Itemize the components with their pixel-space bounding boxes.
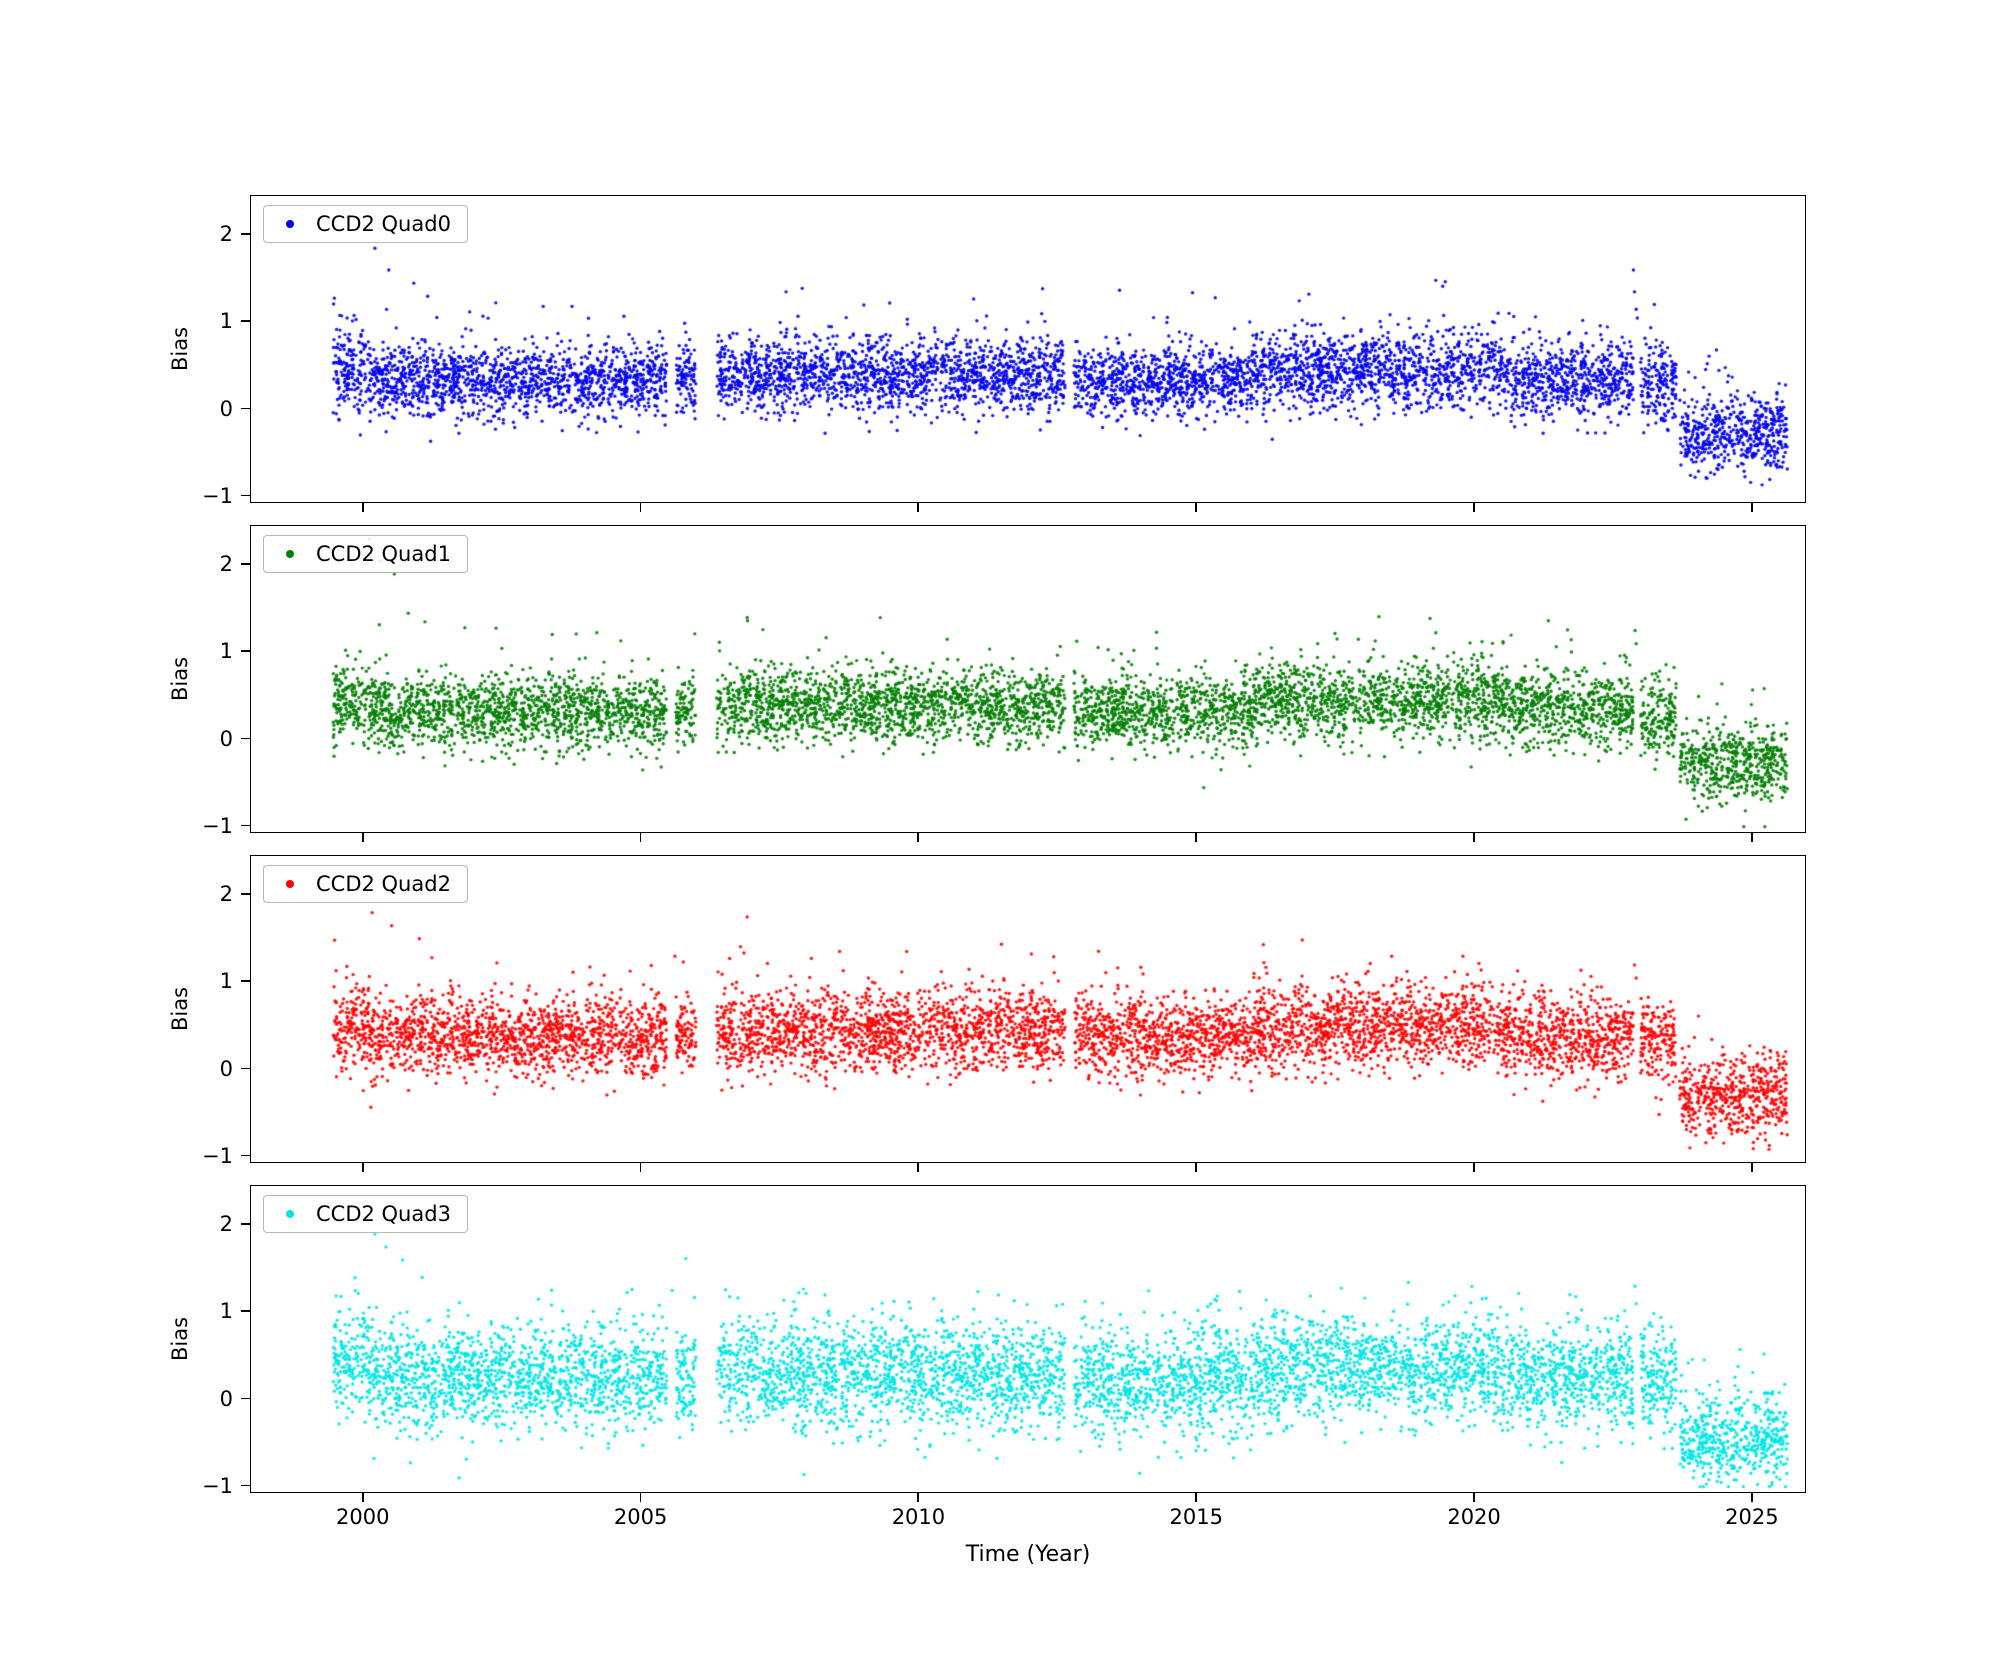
legend-marker-icon: [286, 1210, 294, 1218]
y-tick-mark: [241, 893, 250, 895]
x-tick-mark: [361, 1493, 364, 1502]
legend-label: CCD2 Quad2: [316, 872, 451, 896]
y-tick-label: 1: [219, 639, 233, 664]
y-tick-label: −1: [202, 1473, 233, 1498]
legend-quad2: CCD2 Quad2: [263, 865, 468, 903]
x-tick-mark: [917, 1163, 920, 1172]
y-tick-mark: [241, 1484, 250, 1487]
scatter-canvas-quad1: [251, 526, 1804, 831]
y-tick-mark: [241, 824, 250, 827]
y-tick-label: −1: [202, 1143, 233, 1168]
x-tick-mark: [1195, 833, 1198, 842]
y-tick-label: 1: [219, 309, 233, 334]
x-axis-label: Time (Year): [965, 1542, 1091, 1567]
y-tick-mark: [241, 980, 250, 983]
y-tick-label: 0: [219, 396, 233, 421]
x-tick-mark: [1195, 1493, 1198, 1502]
x-tick-mark: [1195, 503, 1198, 512]
scatter-canvas-quad2: [251, 856, 1804, 1161]
x-tick-label: 2015: [1169, 1505, 1223, 1529]
x-tick-mark: [361, 833, 364, 842]
y-tick-label: 0: [219, 1056, 233, 1081]
legend-label: CCD2 Quad1: [316, 542, 451, 566]
legend-label: CCD2 Quad0: [316, 212, 451, 236]
y-tick-label: −1: [202, 483, 233, 508]
y-tick-label: −1: [202, 813, 233, 838]
legend-marker-icon: [286, 550, 294, 558]
x-tick-mark: [361, 503, 364, 512]
y-axis-label: Bias: [168, 986, 192, 1032]
x-tick-mark: [639, 503, 642, 512]
subplot-quad3: CCD2 Quad3: [250, 1185, 1806, 1493]
y-axis-label: Bias: [168, 1316, 192, 1362]
y-tick-mark: [241, 650, 250, 653]
x-tick-mark: [1473, 1163, 1475, 1172]
x-tick-mark: [1195, 1163, 1198, 1172]
legend-label: CCD2 Quad3: [316, 1202, 451, 1226]
y-tick-label: 1: [219, 1299, 233, 1324]
y-tick-mark: [241, 320, 250, 323]
legend-marker-icon: [286, 220, 294, 228]
x-tick-mark: [917, 503, 920, 512]
y-tick-mark: [241, 1310, 250, 1313]
y-tick-label: 0: [219, 726, 233, 751]
y-tick-mark: [241, 1397, 250, 1400]
x-tick-label: 2010: [891, 1505, 946, 1529]
y-tick-mark: [241, 1067, 250, 1070]
y-tick-mark: [241, 737, 250, 740]
x-tick-label: 2000: [336, 1505, 390, 1529]
y-axis-label: Bias: [168, 326, 192, 372]
x-tick-mark: [1750, 503, 1753, 512]
x-tick-mark: [1473, 503, 1475, 512]
x-tick-mark: [639, 1493, 642, 1502]
y-tick-mark: [241, 494, 250, 497]
y-tick-mark: [241, 563, 250, 565]
x-tick-label: 2005: [613, 1505, 668, 1529]
x-tick-mark: [361, 1163, 364, 1172]
subplot-quad2: CCD2 Quad2: [250, 855, 1806, 1163]
x-tick-mark: [1750, 1493, 1753, 1502]
legend-marker-icon: [286, 880, 294, 888]
subplot-quad0: CCD2 Quad0: [250, 195, 1806, 503]
subplot-quad1: CCD2 Quad1: [250, 525, 1806, 833]
x-tick-mark: [917, 1493, 920, 1502]
x-tick-mark: [1750, 833, 1753, 842]
x-tick-mark: [917, 833, 920, 842]
legend-quad3: CCD2 Quad3: [263, 1195, 468, 1233]
legend-quad1: CCD2 Quad1: [263, 535, 468, 573]
y-tick-label: 2: [219, 552, 233, 577]
y-tick-mark: [241, 1223, 250, 1225]
y-tick-label: 2: [219, 1212, 233, 1237]
x-tick-label: 2020: [1447, 1505, 1501, 1529]
scatter-canvas-quad0: [251, 196, 1804, 501]
x-tick-mark: [1473, 833, 1475, 842]
y-tick-mark: [241, 407, 250, 410]
y-tick-label: 2: [219, 222, 233, 247]
x-tick-mark: [1473, 1493, 1475, 1502]
x-tick-label: 2025: [1725, 1505, 1779, 1529]
y-tick-mark: [241, 1154, 250, 1157]
y-axis-label: Bias: [168, 656, 192, 702]
x-tick-mark: [639, 833, 642, 842]
x-tick-mark: [1750, 1163, 1753, 1172]
scatter-canvas-quad3: [251, 1186, 1804, 1491]
x-tick-mark: [639, 1163, 642, 1172]
y-tick-label: 0: [219, 1386, 233, 1411]
y-tick-label: 2: [219, 882, 233, 907]
legend-quad0: CCD2 Quad0: [263, 205, 468, 243]
y-tick-label: 1: [219, 969, 233, 994]
y-tick-mark: [241, 233, 250, 235]
